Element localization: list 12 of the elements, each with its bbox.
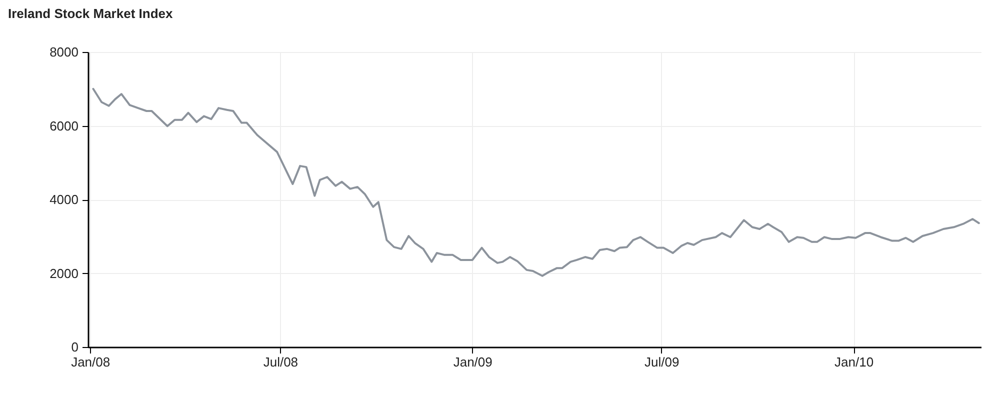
y-tick-label: 0: [71, 340, 78, 354]
y-tick-label: 4000: [50, 192, 78, 207]
x-tick-label: Jul/09: [644, 354, 680, 370]
y-tick-label: 8000: [50, 44, 78, 60]
line-series: [92, 88, 980, 277]
x-tick-label: Jan/08: [71, 354, 110, 370]
x-tick-label: Jan/09: [453, 354, 492, 370]
y-tick-label: 6000: [50, 118, 78, 134]
x-tick-label: Jul/08: [263, 354, 298, 370]
y-tick-label: 2000: [50, 266, 78, 281]
chart-title: Ireland Stock Market Index: [8, 6, 174, 21]
x-tick-label: Jan/10: [834, 354, 874, 370]
